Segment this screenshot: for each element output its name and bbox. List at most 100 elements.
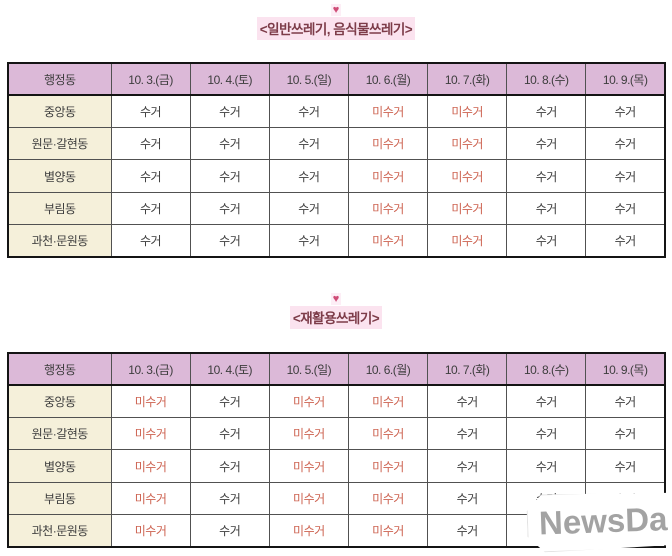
table-row: 과천·문원동 수거 수거 수거 미수거 미수거 수거 수거 [7, 223, 666, 258]
status-cell-not-collected: 미수거 [268, 481, 349, 515]
header-row: 행정동 10. 3.(금) 10. 4.(토) 10. 5.(일) 10. 6.(월) 1… [7, 352, 666, 387]
status-cell-collected: 수거 [427, 481, 508, 515]
section-title-text: <재활용쓰레기> [289, 306, 383, 329]
section-title-recyclable: <재활용쓰레기> [0, 306, 672, 329]
district-cell: 중앙동 [7, 94, 112, 129]
heart-divider-2: ♥ [0, 292, 672, 305]
status-cell-not-collected: 미수거 [347, 417, 429, 451]
status-cell-collected: 수거 [506, 191, 587, 225]
status-cell-not-collected: 미수거 [347, 513, 429, 548]
status-cell-collected: 수거 [189, 513, 270, 548]
status-cell-collected: 수거 [506, 223, 587, 258]
status-cell-not-collected: 미수거 [268, 417, 349, 451]
status-cell-collected: 수거 [110, 94, 191, 129]
column-header-date: 10. 6.(월) [347, 62, 429, 97]
status-cell-collected: 수거 [585, 159, 666, 193]
district-cell: 중앙동 [7, 384, 112, 419]
district-cell: 과천·문원동 [7, 513, 112, 548]
status-cell-not-collected: 미수거 [110, 417, 191, 451]
column-header-district: 행정동 [7, 62, 112, 97]
status-cell-collected: 수거 [110, 223, 191, 258]
district-cell: 부림동 [7, 191, 112, 225]
status-cell-collected: 수거 [506, 384, 587, 419]
district-cell: 별양동 [7, 159, 112, 193]
status-cell-collected: 수거 [110, 159, 191, 193]
column-header-date: 10. 5.(일) [268, 352, 349, 387]
status-cell-not-collected: 미수거 [268, 384, 349, 419]
column-header-date: 10. 5.(일) [268, 62, 349, 97]
status-cell-not-collected: 미수거 [427, 159, 508, 193]
status-cell-collected: 수거 [506, 449, 587, 483]
table-row: 중앙동 미수거 수거 미수거 미수거 수거 수거 수거 [7, 384, 666, 419]
table-row: 원문·갈현동 수거 수거 수거 미수거 미수거 수거 수거 [7, 127, 666, 161]
status-cell-not-collected: 미수거 [427, 223, 508, 258]
status-cell-collected: 수거 [506, 94, 587, 129]
status-cell-collected: 수거 [189, 384, 270, 419]
status-cell-collected: 수거 [585, 417, 666, 451]
status-cell-not-collected: 미수거 [347, 159, 429, 193]
status-cell-not-collected: 미수거 [427, 191, 508, 225]
status-cell-collected: 수거 [268, 191, 349, 225]
status-cell-not-collected: 미수거 [427, 94, 508, 129]
status-cell-collected: 수거 [268, 127, 349, 161]
status-cell-collected: 수거 [189, 481, 270, 515]
news-watermark: NewsDa [526, 489, 672, 553]
status-cell-collected: 수거 [427, 513, 508, 548]
status-cell-collected: 수거 [268, 223, 349, 258]
status-cell-collected: 수거 [268, 159, 349, 193]
table-row: 별양동 미수거 수거 미수거 미수거 수거 수거 수거 [7, 449, 666, 483]
heart-icon: ♥ [330, 293, 342, 305]
status-cell-collected: 수거 [189, 449, 270, 483]
general-food-waste-schedule-table: 행정동 10. 3.(금) 10. 4.(토) 10. 5.(일) 10. 6.(월) 1… [7, 62, 666, 258]
status-cell-not-collected: 미수거 [268, 449, 349, 483]
status-cell-collected: 수거 [506, 417, 587, 451]
status-cell-collected: 수거 [189, 127, 270, 161]
status-cell-collected: 수거 [189, 191, 270, 225]
column-header-date: 10. 9.(목) [585, 62, 666, 97]
column-header-date: 10. 8.(수) [506, 62, 587, 97]
status-cell-collected: 수거 [585, 449, 666, 483]
status-cell-not-collected: 미수거 [347, 127, 429, 161]
heart-icon: ♥ [330, 4, 342, 16]
table-row: 부림동 수거 수거 수거 미수거 미수거 수거 수거 [7, 191, 666, 225]
status-cell-collected: 수거 [189, 94, 270, 129]
status-cell-not-collected: 미수거 [347, 94, 429, 129]
section-title-text: <일반쓰레기, 음식물쓰레기> [256, 17, 416, 40]
status-cell-not-collected: 미수거 [347, 384, 429, 419]
district-cell: 부림동 [7, 481, 112, 515]
status-cell-not-collected: 미수거 [268, 513, 349, 548]
status-cell-not-collected: 미수거 [347, 191, 429, 225]
table-row: 중앙동 수거 수거 수거 미수거 미수거 수거 수거 [7, 94, 666, 129]
status-cell-collected: 수거 [585, 191, 666, 225]
column-header-date: 10. 7.(화) [427, 62, 508, 97]
status-cell-collected: 수거 [506, 127, 587, 161]
status-cell-collected: 수거 [585, 223, 666, 258]
column-header-date: 10. 4.(토) [189, 62, 270, 97]
column-header-date: 10. 7.(화) [427, 352, 508, 387]
district-cell: 원문·갈현동 [7, 417, 112, 451]
column-header-date: 10. 3.(금) [110, 62, 191, 97]
header-row: 행정동 10. 3.(금) 10. 4.(토) 10. 5.(일) 10. 6.(월) 1… [7, 62, 666, 97]
status-cell-collected: 수거 [506, 159, 587, 193]
district-cell: 별양동 [7, 449, 112, 483]
column-header-date: 10. 4.(토) [189, 352, 270, 387]
status-cell-collected: 수거 [585, 384, 666, 419]
status-cell-collected: 수거 [585, 127, 666, 161]
status-cell-collected: 수거 [427, 384, 508, 419]
column-header-date: 10. 8.(수) [506, 352, 587, 387]
heart-divider-1: ♥ [0, 3, 672, 16]
table-row: 별양동 수거 수거 수거 미수거 미수거 수거 수거 [7, 159, 666, 193]
status-cell-not-collected: 미수거 [347, 481, 429, 515]
status-cell-collected: 수거 [268, 94, 349, 129]
status-cell-not-collected: 미수거 [347, 449, 429, 483]
watermark-text: NewsDa [538, 500, 668, 542]
status-cell-not-collected: 미수거 [347, 223, 429, 258]
status-cell-not-collected: 미수거 [110, 384, 191, 419]
status-cell-collected: 수거 [189, 159, 270, 193]
column-header-date: 10. 6.(월) [347, 352, 429, 387]
column-header-date: 10. 3.(금) [110, 352, 191, 387]
section-title-general: <일반쓰레기, 음식물쓰레기> [0, 17, 672, 40]
status-cell-collected: 수거 [189, 223, 270, 258]
status-cell-collected: 수거 [110, 191, 191, 225]
